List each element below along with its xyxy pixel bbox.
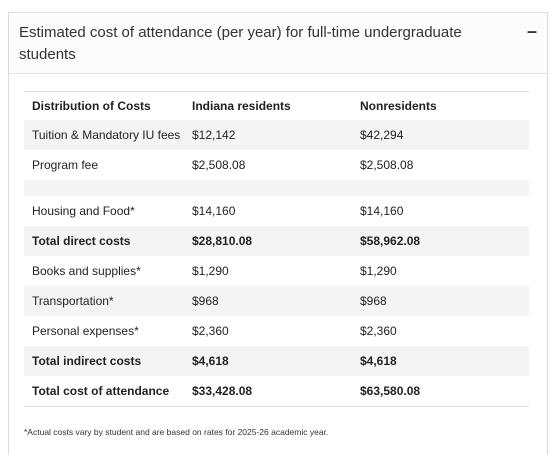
table-cell: Transportation* <box>32 294 114 308</box>
table-row: Books and supplies* $1,290 $1,290 <box>24 256 529 286</box>
table-row: Transportation* $968 $968 <box>24 286 529 316</box>
total-row: Total indirect costs $4,618 $4,618 <box>24 346 529 376</box>
table-cell: $14,160 <box>192 204 236 218</box>
accordion-header[interactable]: Estimated cost of attendance (per year) … <box>9 13 547 74</box>
table-cell: Books and supplies* <box>32 264 141 278</box>
table-cell: $2,360 <box>360 324 397 338</box>
cost-table: Distribution of Costs Indiana residents No… <box>24 91 529 407</box>
table-cell: $42,294 <box>360 128 404 142</box>
table-cell: $4,618 <box>360 354 397 368</box>
table-cell: $4,618 <box>192 354 229 368</box>
table-row: Personal expenses* $2,360 $2,360 <box>24 316 529 346</box>
collapse-toggle[interactable]: – <box>526 21 537 41</box>
table-cell: Program fee <box>32 158 99 172</box>
table-cell: Total indirect costs <box>32 354 142 368</box>
table-cell: $1,290 <box>192 264 229 278</box>
table-cell: $1,290 <box>360 264 397 278</box>
column-header: Indiana residents <box>192 99 291 113</box>
header-row: Distribution of Costs Indiana residents No… <box>24 92 529 120</box>
table-cell: $968 <box>360 294 387 308</box>
column-header: Distribution of Costs <box>32 99 151 113</box>
table-cell: $14,160 <box>360 204 404 218</box>
column-header: Nonresidents <box>360 99 437 113</box>
table-cell: $2,508.08 <box>360 158 414 172</box>
footnote: *Actual costs vary by student and are ba… <box>24 427 329 437</box>
table-cell: Total direct costs <box>32 234 131 248</box>
panel-title: Estimated cost of attendance (per year) … <box>19 24 462 63</box>
total-row: Total cost of attendance $33,428.08 $63,58… <box>24 376 529 406</box>
accordion-panel: Estimated cost of attendance (per year) … <box>8 12 548 455</box>
table-cell: $2,508.08 <box>192 158 246 172</box>
table-cell: Housing and Food* <box>32 204 135 218</box>
table-row: Tuition & Mandatory IU fees $12,142 $42,29… <box>24 120 529 150</box>
table-cell: $968 <box>192 294 219 308</box>
table-cell: $28,810.08 <box>192 234 253 248</box>
table-cell: $63,580.08 <box>360 384 421 398</box>
table-cell: Total cost of attendance <box>32 384 170 398</box>
table-cell: $2,360 <box>192 324 229 338</box>
table-cell: Personal expenses* <box>32 324 139 338</box>
table-cell: Tuition & Mandatory IU fees <box>32 128 181 142</box>
group-spacer <box>24 180 529 196</box>
total-row: Total direct costs $28,810.08 $58,962.08 <box>24 226 529 256</box>
table-row: Program fee $2,508.08 $2,508.08 <box>24 150 529 180</box>
table-row: Housing and Food* $14,160 $14,160 <box>24 196 529 226</box>
table-cell: $33,428.08 <box>192 384 253 398</box>
table-cell: $12,142 <box>192 128 236 142</box>
table-cell: $58,962.08 <box>360 234 421 248</box>
